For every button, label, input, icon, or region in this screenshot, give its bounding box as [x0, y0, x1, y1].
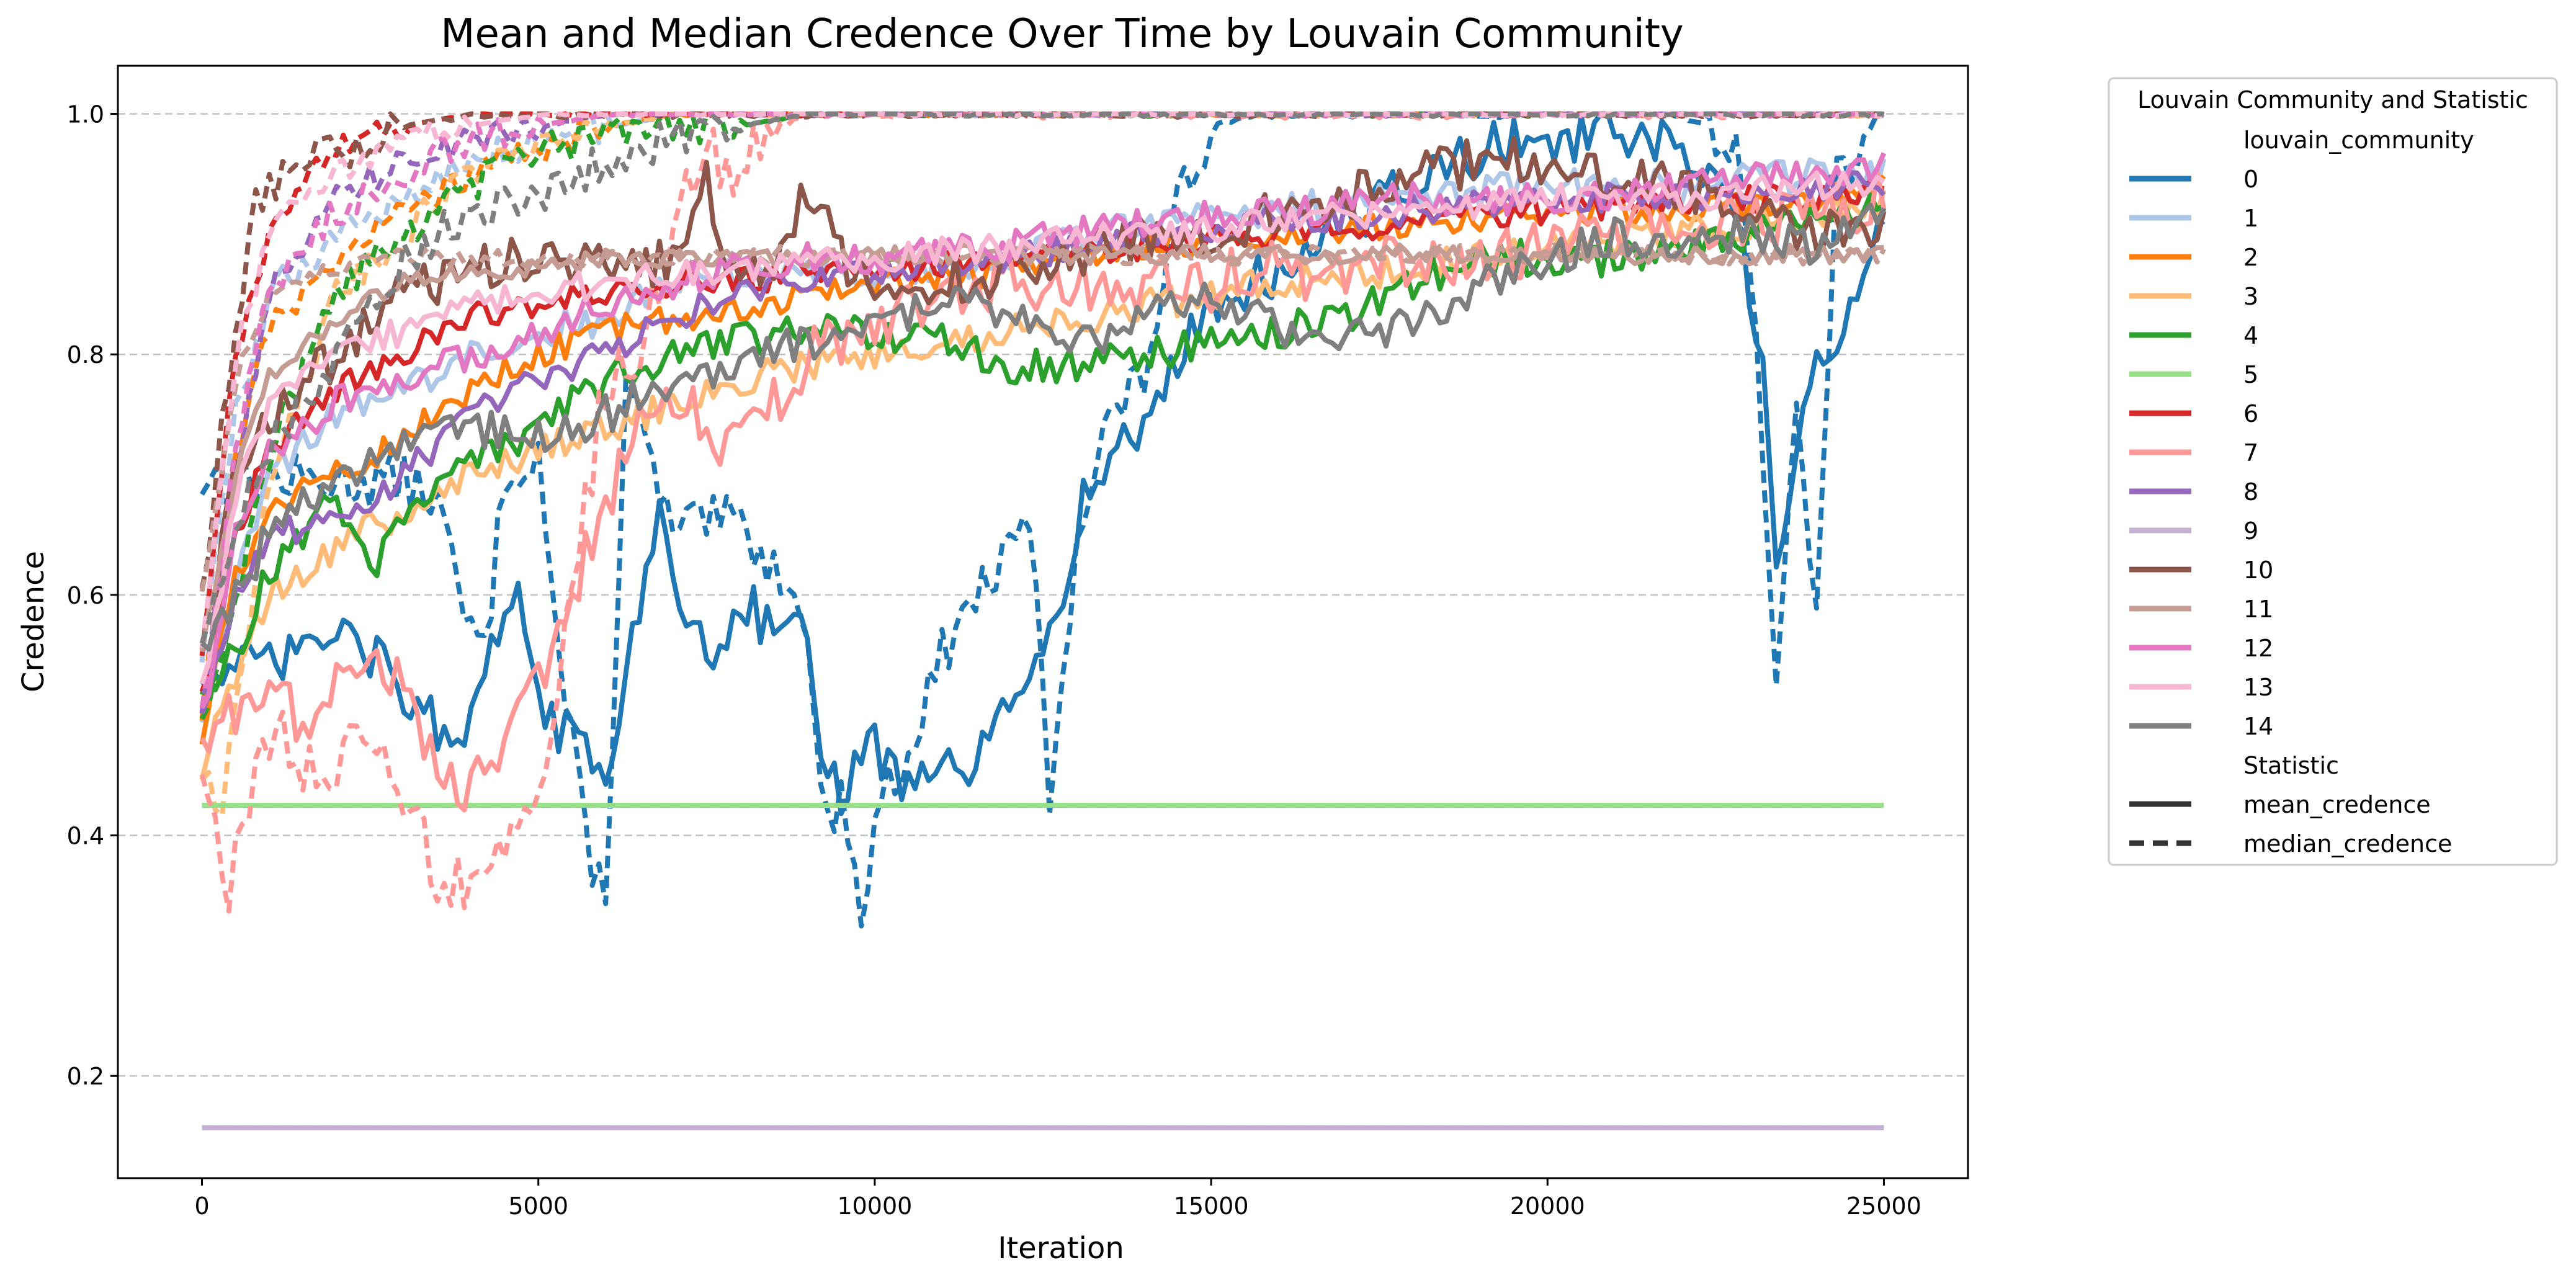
y-tick-label: 0.4: [67, 823, 104, 850]
y-tick-label: 0.8: [67, 341, 104, 369]
legend-title: Louvain Community and Statistic: [2137, 86, 2528, 114]
legend-label-median_credence: median_credence: [2243, 830, 2452, 857]
legend-label-8: 8: [2243, 478, 2258, 506]
mean-line-3: [199, 189, 1887, 781]
legend-label-9: 9: [2243, 517, 2258, 545]
legend-label-1: 1: [2243, 205, 2258, 232]
legend-label-7: 7: [2243, 439, 2258, 467]
x-tick-label: 20000: [1510, 1192, 1585, 1220]
x-axis-label: Iteration: [998, 1231, 1124, 1266]
legend-label-11: 11: [2243, 596, 2273, 623]
y-axis-ticks: 0.2 0.4 0.6 0.8 1.0: [67, 101, 118, 1090]
y-tick-label: 0.2: [67, 1063, 104, 1090]
legend-label-3: 3: [2243, 283, 2258, 310]
legend: Louvain Community and Statistic louvain_…: [2108, 77, 2558, 866]
legend-label-2: 2: [2243, 244, 2258, 271]
legend-label-12: 12: [2243, 635, 2273, 662]
mean-line-7: [199, 168, 1887, 813]
legend-style-title: Statistic: [2243, 752, 2339, 779]
x-tick-label: 0: [194, 1192, 209, 1220]
legend-label-10: 10: [2243, 557, 2273, 584]
legend-hue-title: louvain_community: [2243, 127, 2474, 154]
plot-frame: [117, 65, 1969, 1179]
legend-frame: [2108, 77, 2558, 866]
mean-line-13: [199, 170, 1885, 685]
legend-label-mean_credence: mean_credence: [2243, 791, 2431, 818]
chart-title: Mean and Median Credence Over Time by Lo…: [441, 11, 1684, 57]
median-line-14: [199, 111, 1884, 645]
legend-label-14: 14: [2243, 713, 2273, 740]
legend-label-0: 0: [2243, 166, 2258, 193]
data-lines: [199, 111, 1887, 1130]
legend-items: louvain_community01234567891011121314Sta…: [2129, 127, 2474, 857]
y-tick-label: 1.0: [67, 101, 104, 128]
legend-label-5: 5: [2243, 361, 2258, 388]
y-axis-label: Credence: [16, 551, 51, 692]
legend-label-6: 6: [2243, 400, 2258, 427]
mean-line-4: [199, 192, 1885, 696]
mean-line-14: [200, 202, 1887, 652]
x-tick-label: 15000: [1174, 1192, 1249, 1220]
x-tick-label: 25000: [1846, 1192, 1921, 1220]
legend-label-13: 13: [2243, 674, 2273, 701]
y-tick-label: 0.6: [67, 582, 104, 609]
median-line-11: [199, 243, 1887, 592]
mean-line-12: [199, 152, 1887, 709]
x-tick-label: 5000: [508, 1192, 568, 1220]
median-line-13: [199, 111, 1885, 648]
x-tick-label: 10000: [837, 1192, 912, 1220]
legend-label-4: 4: [2243, 322, 2258, 349]
x-axis-ticks: 0 5000 10000 15000 20000 25000: [194, 1178, 1921, 1220]
